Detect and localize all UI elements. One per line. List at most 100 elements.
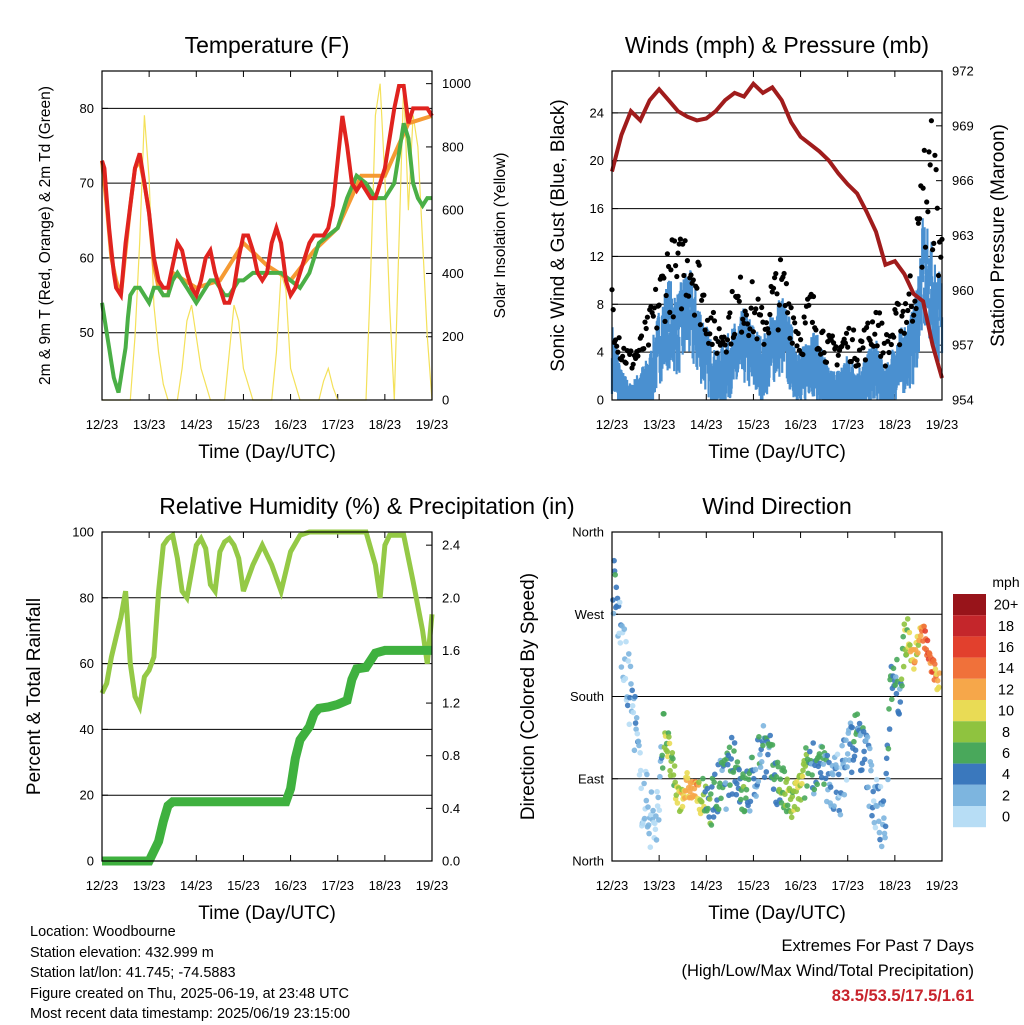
direction-point — [628, 681, 634, 687]
gust-point — [763, 320, 770, 326]
gust-point — [839, 343, 845, 349]
gust-point — [749, 279, 755, 285]
direction-point — [837, 811, 844, 818]
gust-point — [638, 333, 645, 339]
direction-point — [821, 781, 827, 787]
direction-point — [704, 785, 711, 792]
temperature-ytick-label: 60 — [80, 250, 94, 265]
wind_direction-frame — [611, 531, 943, 862]
direction-point — [784, 802, 791, 809]
direction-point — [794, 806, 801, 813]
winds-title: Winds (mph) & Pressure (mb) — [625, 32, 929, 58]
wind_direction-xtick-label: 16/23 — [784, 878, 817, 893]
direction-point — [738, 796, 744, 803]
gust-point — [913, 305, 919, 312]
winds-ytick-label: 20 — [590, 153, 604, 168]
latest-timestamp: Most recent data timestamp: 2025/06/19 2… — [30, 1006, 351, 1022]
direction-point — [896, 711, 902, 717]
wind_direction-xtick-label: 18/23 — [879, 878, 912, 893]
gust-point — [924, 199, 930, 205]
gust-point — [865, 320, 871, 326]
winds-xtick-label: 19/23 — [926, 417, 959, 432]
direction-point — [671, 763, 678, 769]
direction-point — [765, 751, 771, 758]
direction-point — [824, 752, 831, 759]
direction-point — [885, 745, 892, 752]
direction-point — [803, 745, 809, 751]
temperature-xtick-label: 19/23 — [416, 417, 449, 432]
direction-point — [684, 775, 691, 781]
direction-point — [756, 734, 762, 740]
temperature-xtick-label: 15/23 — [227, 417, 260, 432]
gust-point — [801, 314, 807, 320]
gust-point — [663, 292, 669, 299]
direction-point — [734, 759, 741, 765]
direction-point — [731, 740, 738, 746]
rh_precip-y2tick-label: 0.0 — [442, 854, 460, 869]
gust-point — [620, 353, 626, 359]
winds-y2tick-label: 966 — [952, 173, 974, 188]
direction-point — [670, 772, 677, 778]
direction-point — [648, 789, 655, 795]
direction-point — [717, 780, 723, 787]
gust-point — [723, 349, 729, 355]
gust-point — [754, 336, 760, 342]
direction-point — [859, 767, 865, 773]
gust-point — [834, 362, 840, 368]
gust-point — [790, 315, 797, 321]
direction-point — [730, 769, 737, 775]
gust-point — [667, 309, 673, 315]
speed-legend-swatch — [953, 806, 986, 828]
direction-point — [882, 823, 889, 830]
direction-point — [616, 599, 623, 606]
direction-point — [878, 843, 885, 850]
direction-point — [883, 770, 889, 777]
direction-point — [706, 796, 713, 802]
direction-point — [867, 745, 873, 752]
direction-point — [854, 711, 861, 717]
direction-point — [669, 750, 676, 756]
gust-point — [747, 326, 753, 332]
speed-legend-swatch — [953, 784, 986, 806]
direction-point — [760, 723, 767, 729]
rh_precip-ylabel: Percent & Total Rainfall — [24, 598, 45, 795]
gust-point — [635, 353, 641, 359]
direction-point — [691, 785, 698, 792]
gust-point — [722, 342, 728, 348]
wind_direction-xtick-label: 12/23 — [596, 878, 629, 893]
gust-point — [905, 307, 911, 314]
direction-point — [873, 776, 880, 783]
gust-point — [744, 321, 751, 327]
direction-point — [636, 742, 642, 749]
winds-xtick-label: 18/23 — [879, 417, 912, 432]
extremes-subheading: (High/Low/Max Wind/Total Precipitation) — [681, 962, 974, 980]
gust-point — [686, 293, 692, 299]
rh_precip-y2tick-label: 1.2 — [442, 696, 460, 711]
speed-legend-swatch — [953, 615, 986, 637]
speed-legend-swatch — [953, 657, 986, 679]
direction-point — [864, 734, 871, 740]
gust-point — [674, 273, 680, 280]
direction-point — [921, 623, 927, 630]
direction-point — [844, 751, 851, 757]
winds-ytick-label: 8 — [597, 297, 604, 312]
direction-point — [890, 665, 897, 672]
direction-point — [630, 709, 637, 716]
winds-xtick-label: 17/23 — [831, 417, 864, 432]
gust-point — [900, 308, 906, 314]
direction-point — [625, 658, 631, 664]
direction-point — [893, 674, 899, 680]
gust-point — [748, 305, 754, 311]
speed-legend-swatch — [953, 700, 986, 722]
humidity-precip-panel: Relative Humidity (%) & Precipitation (i… — [24, 493, 575, 924]
rh_precip-xtick-label: 13/23 — [133, 878, 166, 893]
gust-point — [630, 361, 636, 367]
direction-point — [679, 803, 686, 810]
gust-point — [623, 360, 629, 366]
direction-point — [936, 684, 942, 690]
gust-point — [641, 346, 647, 352]
temperature-y2tick-label: 800 — [442, 139, 464, 154]
direction-point — [757, 751, 763, 758]
gust-point — [820, 328, 826, 334]
direction-point — [624, 702, 631, 709]
